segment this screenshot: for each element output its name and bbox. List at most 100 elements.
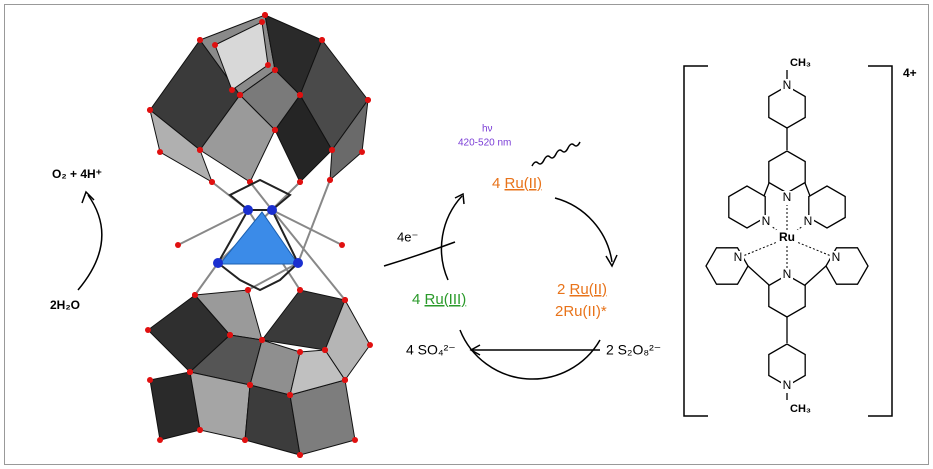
nitrogen-label: N [783,190,792,204]
nitrogen-label: N [734,250,743,264]
light-symbol: hν [482,124,493,135]
bond [249,181,273,211]
cobalt-atom [213,258,223,268]
oxygen-atom [265,62,271,68]
arrow-head [605,254,618,268]
ring [728,185,766,229]
label-bg [781,268,793,282]
bond [747,265,770,286]
label-bg [830,251,842,265]
nitrogen-label: N [783,78,792,92]
core-frame [217,178,299,292]
oxygen-atom [157,149,163,155]
cobalt-atom [267,205,277,215]
oxygen-atom [145,327,151,333]
cobalt-atom [293,258,303,268]
label-bg [781,379,793,393]
right-ruthenium: 2 Ru(II) [557,281,607,298]
oxygen-atom [297,179,303,185]
oxygen-atom [157,437,163,443]
cobalt-atom [243,205,253,215]
count: 4 [412,291,420,308]
oxygen-atom [342,297,348,303]
oxygen-atom [272,67,278,73]
oxygen-atom [319,37,325,43]
label-bg [776,230,798,245]
ring [705,247,749,285]
oxygen-atom [339,242,345,248]
methyl-top: CH₃ [790,57,811,69]
oxygen-atom [229,87,235,93]
oxygen-atom [327,177,333,183]
oxygen-atom [245,287,251,293]
cycle-arc [554,197,613,263]
oxygen-atom [367,342,373,348]
ring [768,343,806,387]
label-bg [760,215,772,229]
oxygen-atom [197,37,203,43]
bond [271,209,346,301]
oxygen-atom [342,377,348,383]
arrow-head [81,190,95,204]
bond [804,265,827,286]
photon-wave [531,141,581,167]
oxygen-atom [287,392,293,398]
nitrogen-label: N [783,267,792,281]
excited-ruthenium: 2Ru(II)* [555,303,607,320]
bond [194,262,219,296]
top-ruthenium: 4 Ru(II) [492,175,542,192]
oxygen-atom [147,377,153,383]
oxygen-atom [192,292,198,298]
cycle-arc [440,195,463,281]
ring [768,150,806,194]
nitrogen-label: N [832,250,841,264]
oxygen-atom [297,92,303,98]
oxygen-atom [297,452,303,458]
oxygen-atom [197,147,203,153]
bond [804,182,811,197]
light-range: 420-520 nm [458,138,511,149]
species: Ru(III) [425,291,467,308]
nitrogen-label: N [783,378,792,392]
oxygen-atom [227,332,233,338]
oxygen-atom [197,427,203,433]
oxygen-atom [259,337,265,343]
oxidation-arrow [77,194,103,291]
species: Ru(II) [570,281,608,298]
oxygen-atom [262,12,268,18]
oxygen-atom [259,19,265,25]
oxygen-atom [237,92,243,98]
count: 2 [557,281,565,298]
oxygen-atom [329,147,335,153]
oxygen-atom [297,349,303,355]
oxygen-atom [242,437,248,443]
label-bg [732,251,744,265]
metal-label: Ru [779,230,795,244]
methyl-bottom: CH₃ [790,403,811,415]
ring [808,185,846,229]
left-ruthenium: 4 Ru(III) [412,291,466,308]
oxygen-atom [365,97,371,103]
oxygen-atom [147,107,153,113]
nitrogen-label: N [804,214,813,228]
oxygen-atom [247,382,253,388]
cobalt-tetrahedron [218,211,299,265]
oxygen-atom [352,437,358,443]
oxygen-atom [212,42,218,48]
sulfate: 4 SO₄²⁻ [406,342,456,358]
label-bg [802,215,814,229]
bracket-left [683,65,708,417]
oxygen-atom [322,347,328,353]
electron-arrow [383,241,456,267]
persulfate: 2 S₂O₈²⁻ [606,342,661,358]
bracket-right [868,65,893,417]
oxygen-atom [209,179,215,185]
charge: 4+ [903,66,917,80]
polyoxometalate [145,12,373,458]
count: 4 [492,175,500,192]
reactant-water: 2H₂O [50,298,80,312]
oxygen-atom [297,287,303,293]
nitrogen-label: N [762,214,771,228]
